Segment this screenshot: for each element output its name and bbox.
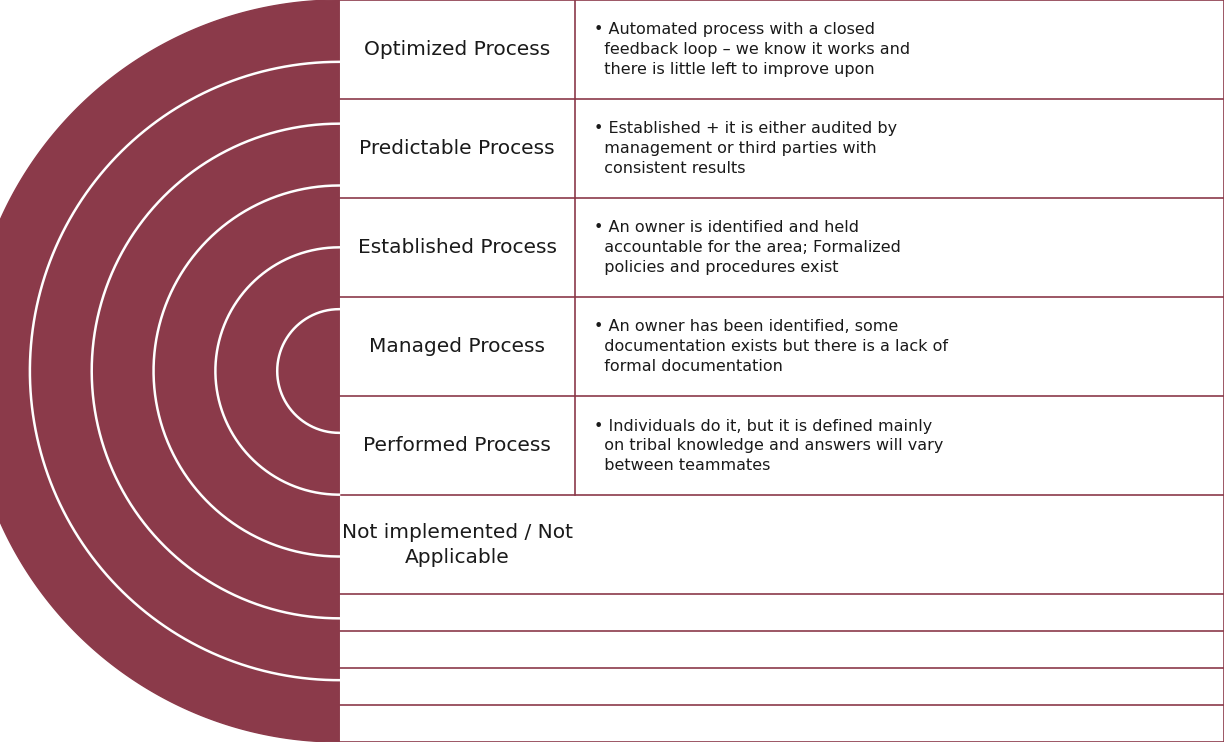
Text: Performed Process: Performed Process: [364, 436, 551, 456]
Text: • Automated process with a closed
  feedback loop – we know it works and
  there: • Automated process with a closed feedba…: [594, 22, 909, 77]
Text: Established Process: Established Process: [357, 238, 557, 257]
Text: Optimized Process: Optimized Process: [364, 40, 551, 59]
Text: • Established + it is either audited by
  management or third parties with
  con: • Established + it is either audited by …: [594, 121, 897, 176]
Text: Not implemented / Not
Applicable: Not implemented / Not Applicable: [341, 523, 573, 567]
Text: Managed Process: Managed Process: [370, 338, 545, 356]
Polygon shape: [0, 0, 339, 742]
Text: • Individuals do it, but it is defined mainly
  on tribal knowledge and answers : • Individuals do it, but it is defined m…: [594, 418, 942, 473]
Text: Predictable Process: Predictable Process: [360, 139, 554, 158]
Text: • An owner has been identified, some
  documentation exists but there is a lack : • An owner has been identified, some doc…: [594, 320, 947, 374]
Text: • An owner is identified and held
  accountable for the area; Formalized
  polic: • An owner is identified and held accoun…: [594, 220, 901, 275]
